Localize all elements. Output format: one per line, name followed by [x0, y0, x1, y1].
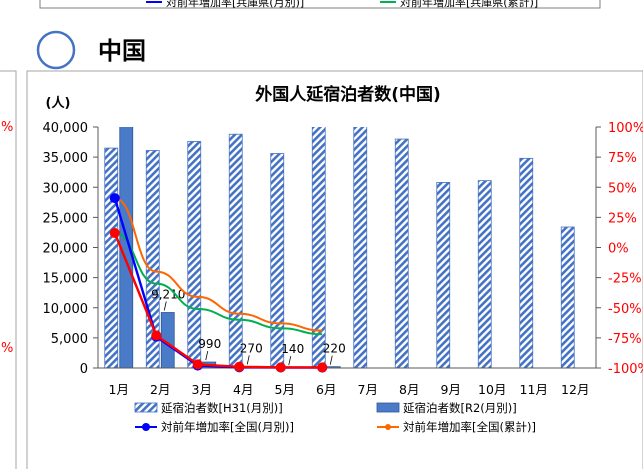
left-fragment-tick-top: %	[1, 120, 13, 135]
top-strip-legend-right: 対前年増加率[兵庫県(累計)]	[400, 0, 538, 9]
x-tick-label: 8月	[399, 382, 419, 397]
x-tick-label: 12月	[561, 382, 589, 397]
legend-marker-national-monthly	[142, 423, 150, 431]
y-right-tick-label: 75%	[608, 151, 637, 166]
series-point	[317, 362, 327, 372]
x-tick-label: 6月	[316, 382, 336, 397]
data-label: 990	[198, 337, 221, 351]
y-right-tick-label: 50%	[608, 181, 637, 196]
x-tick-label: 7月	[358, 382, 378, 397]
y-right-tick-label: -25%	[608, 272, 642, 287]
series-point	[193, 359, 203, 369]
y-right-tick-label: 100%	[608, 121, 643, 136]
y-right-tick-label: -75%	[608, 332, 642, 347]
series-point	[110, 193, 120, 203]
chart-title: 外国人延宿泊者数(中国)	[255, 84, 441, 105]
bar-h31	[105, 148, 118, 368]
bar-h31	[520, 158, 533, 368]
y-left-tick-label: 20,000	[43, 242, 89, 257]
bar-h31	[395, 139, 408, 368]
data-label: 220	[323, 342, 346, 356]
y-right-tick-label: 25%	[608, 211, 637, 226]
section-heading: 中国	[98, 37, 146, 65]
y-right-tick-label: -50%	[608, 302, 642, 317]
x-tick-label: 10月	[478, 382, 506, 397]
legend-marker-national-cumulative	[385, 424, 391, 430]
y-left-tick-label: 15,000	[43, 272, 89, 287]
series-point	[151, 330, 161, 340]
data-label: 140	[281, 342, 304, 356]
legend-label-r2: 延宿泊者数[R2(月別)]	[403, 401, 517, 415]
top-strip-legend-left: 対前年増加率[兵庫県(月別)]	[166, 0, 304, 9]
series-point	[234, 362, 244, 372]
x-tick-label: 5月	[275, 382, 295, 397]
y-left-tick-label: 35,000	[43, 151, 89, 166]
x-tick-label: 4月	[233, 382, 253, 397]
y-left-tick-label: 10,000	[43, 302, 89, 317]
data-label: 270	[240, 341, 263, 355]
x-tick-label: 1月	[109, 382, 129, 397]
legend-label-national-cumulative: 対前年増加率[全国(累計)]	[403, 420, 536, 434]
section-circle-icon	[38, 32, 74, 68]
bar-h31	[478, 181, 491, 368]
y-left-tick-label: 0	[80, 362, 88, 377]
x-tick-label: 11月	[520, 382, 548, 397]
x-tick-label: 9月	[441, 382, 461, 397]
left-fragment-tick-bottom: %	[1, 341, 13, 356]
bar-h31	[271, 154, 284, 368]
bar-h31	[229, 134, 242, 368]
x-tick-label: 3月	[192, 382, 212, 397]
y-left-tick-label: 40,000	[43, 121, 89, 136]
bar-h31	[188, 141, 201, 368]
series-point	[276, 362, 286, 372]
bar-h31	[561, 227, 574, 368]
legend-label-national-monthly: 対前年増加率[全国(月別)]	[161, 420, 294, 434]
y-left-tick-label: 5,000	[51, 332, 88, 347]
legend-key-r2	[377, 403, 399, 412]
y-left-tick-label: 30,000	[43, 181, 89, 196]
legend-label-h31: 延宿泊者数[H31(月別)]	[161, 401, 283, 415]
y-right-tick-label: -100%	[608, 362, 643, 377]
y-left-tick-label: 25,000	[43, 211, 89, 226]
x-tick-label: 2月	[150, 382, 170, 397]
y-unit-label: (人)	[46, 95, 71, 111]
legend-key-h31	[135, 403, 157, 412]
bar-h31	[437, 182, 450, 368]
series-point	[110, 228, 120, 238]
bar-h31	[354, 123, 367, 368]
y-right-tick-label: 0%	[608, 242, 629, 257]
bar-h31	[312, 125, 325, 368]
